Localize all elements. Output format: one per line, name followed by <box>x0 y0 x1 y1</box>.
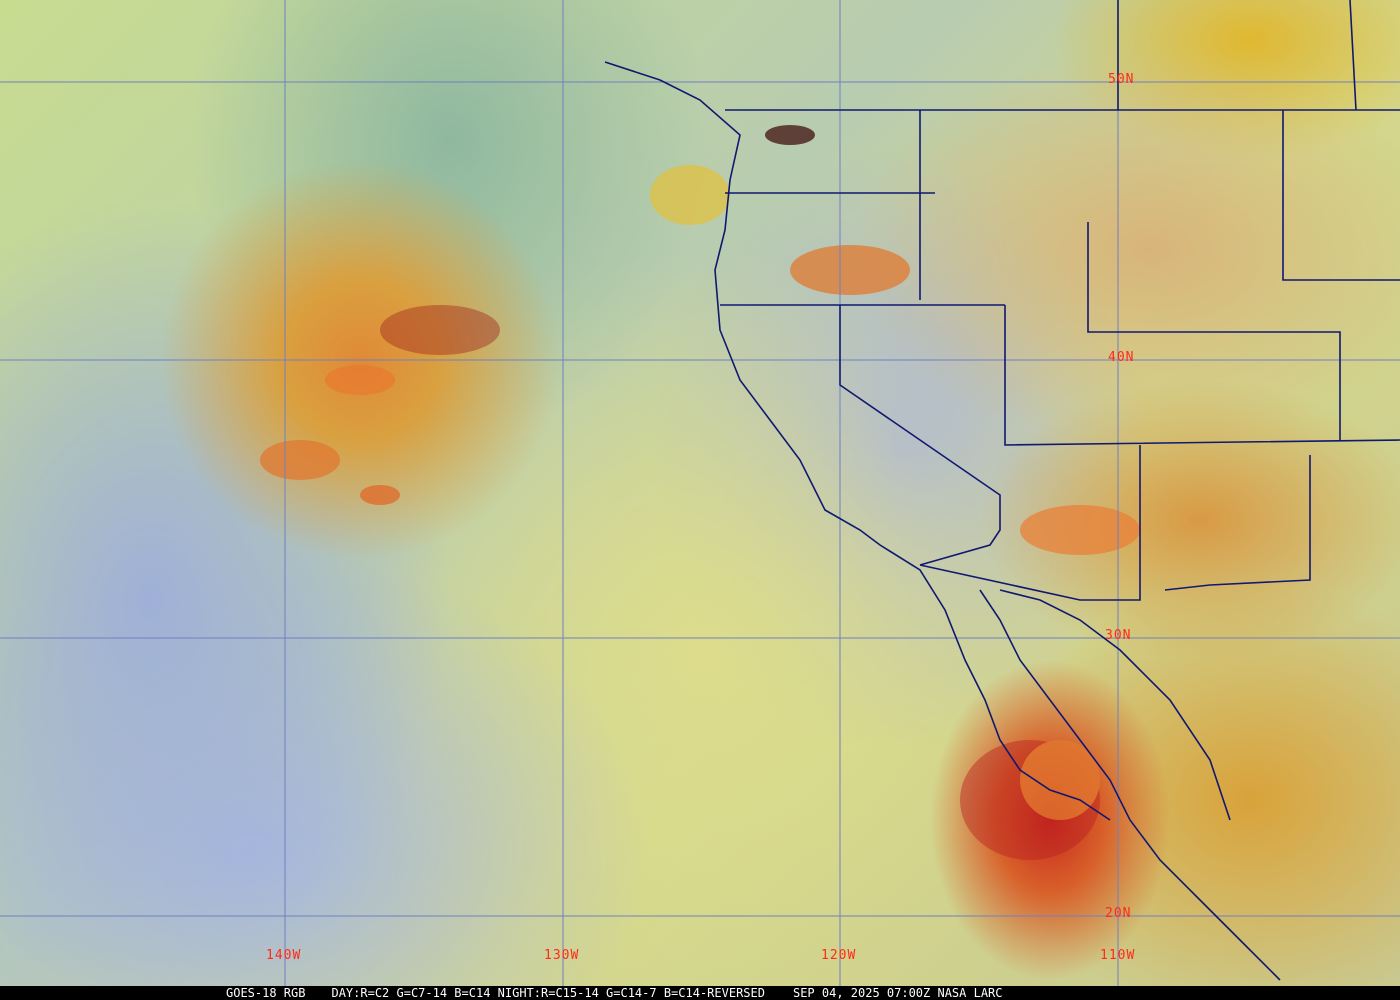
lon-label-110w: 110W <box>1100 948 1136 963</box>
cloud-features <box>260 125 1140 860</box>
caption-credit: NASA LARC <box>937 986 1003 1000</box>
lon-label-130w: 130W <box>544 948 580 963</box>
lon-label-120w: 120W <box>821 948 857 963</box>
lat-label-30n: 30N <box>1105 628 1132 643</box>
caption-satellite: GOES-18 RGB <box>226 986 306 1000</box>
lat-label-20n: 20N <box>1105 906 1132 921</box>
lat-label-50n: 50N <box>1108 72 1135 87</box>
lat-label-40n: 40N <box>1108 350 1135 365</box>
lon-label-140w: 140W <box>266 948 302 963</box>
caption-recipe: DAY:R=C2 G=C7-14 B=C14 NIGHT:R=C15-14 G=… <box>331 986 765 1000</box>
caption-datetime: SEP 04, 2025 07:00Z <box>792 986 931 1000</box>
coastlines-borders <box>604 0 1400 981</box>
caption-bar: GOES-18 RGB DAY:R=C2 G=C7-14 B=C14 NIGHT:… <box>0 986 1400 1000</box>
